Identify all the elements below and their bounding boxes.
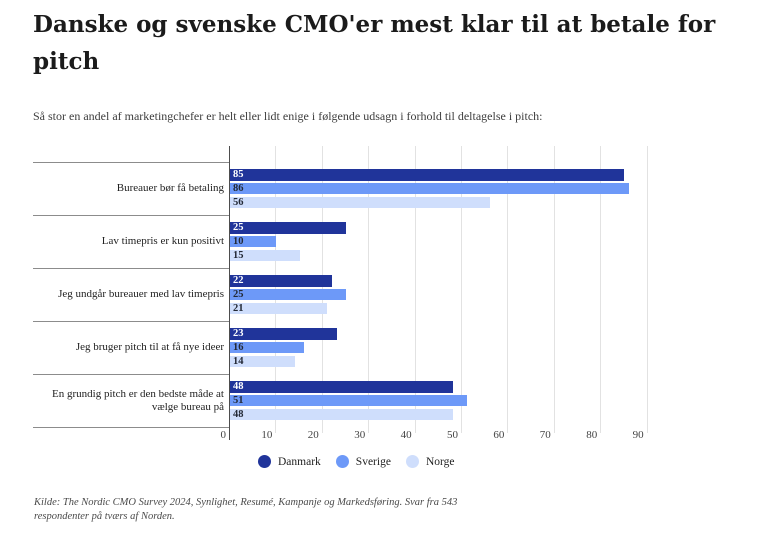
x-tick-label: 0 [220,429,227,441]
bar-norge: 15 [230,249,300,262]
x-tick-label: 80 [586,429,598,441]
bar-value-label: 15 [233,249,244,261]
bar-norge: 21 [230,302,328,315]
bar-value-label: 25 [233,288,244,300]
category-label: En grundig pitch er den bedste måde at v… [52,387,224,413]
chart-title: Danske og svenske CMO'er mest klar til a… [33,11,716,75]
x-gridline [646,146,648,433]
bar-danmark: 48 [230,381,453,393]
legend-label: Danmark [278,455,321,468]
legend-label: Sverige [355,455,391,468]
category-label: Jeg bruger pitch til at få nye ideer [75,341,224,353]
legend-swatch-icon [258,455,271,468]
x-gridline [414,146,416,433]
bar-value-label: 56 [233,196,244,208]
bar-value-label: 85 [233,169,244,180]
bar-value-label: 48 [233,381,244,392]
x-tick-label: 70 [539,429,551,441]
bar-sverige: 10 [230,235,277,248]
x-gridline [368,146,370,433]
bar-norge: 48 [230,408,453,421]
bar-sverige: 51 [230,394,467,407]
x-tick-label: 60 [493,429,505,441]
x-tick-label: 90 [632,429,644,441]
category-separator [33,321,229,322]
category-separator [33,374,229,375]
category-separator [33,215,229,216]
bar-value-label: 21 [233,302,244,314]
bar-sverige: 16 [230,341,305,354]
bar-sverige: 86 [230,182,630,195]
bar-value-label: 86 [233,182,244,194]
category-label: Lav timepris er kun positivt [101,235,224,247]
bar-norge: 56 [230,196,490,209]
bar-norge: 14 [230,355,295,368]
bar-value-label: 51 [233,394,244,406]
chart-legend: Danmark Sverige Norge [258,453,454,470]
bar-value-label: 22 [233,275,244,286]
legend-label: Norge [425,455,455,468]
legend-item-norge: Norge [405,455,455,468]
legend-item-sverige: Sverige [335,455,391,468]
x-gridline [507,146,509,433]
y-axis-line [229,146,230,440]
category-separator [33,427,229,428]
source-note: Kilde: The Nordic CMO Survey 2024, Synli… [34,497,458,522]
bar-chart-plot-area: 0 10 20 30 40 50 60 70 80 90 Bureauer bør få betal… [33,146,746,441]
category-label: Jeg undgår bureauer med lav timepris [58,288,224,300]
bar-value-label: 25 [233,222,244,233]
x-tick-label: 20 [307,429,319,441]
bar-value-label: 14 [233,355,244,367]
bar-danmark: 85 [230,169,625,181]
legend-swatch-icon [335,455,349,468]
chart-subtitle: Så stor en andel af marketingchefer er h… [33,109,543,123]
bar-value-label: 23 [233,328,244,339]
x-tick-label: 50 [447,429,458,441]
x-gridline [600,146,602,433]
bar-danmark: 25 [230,222,346,234]
category-label: Bureauer bør få betaling [116,182,224,194]
x-gridline [461,146,462,433]
bar-value-label: 10 [233,235,244,247]
x-tick-label: 30 [354,429,366,441]
category-separator [33,268,229,269]
x-gridline [553,146,555,433]
legend-item-danmark: Danmark [258,455,321,468]
bar-danmark: 23 [230,328,337,340]
bar-value-label: 48 [233,408,244,420]
legend-swatch-icon [405,455,419,468]
category-separator [33,162,229,163]
bar-sverige: 25 [230,288,346,301]
bar-danmark: 22 [230,275,333,287]
x-tick-label: 10 [261,429,273,441]
bar-value-label: 16 [233,341,244,353]
x-tick-label: 40 [400,429,412,441]
